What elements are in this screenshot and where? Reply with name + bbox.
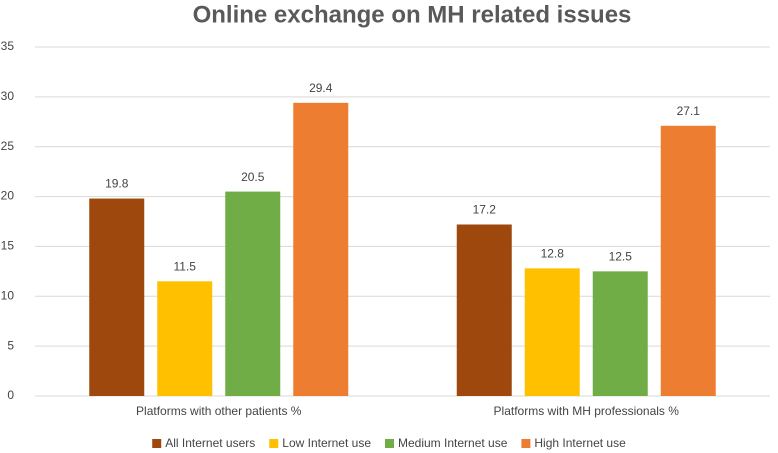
bar (293, 102, 349, 396)
data-label: 29.4 (309, 81, 333, 95)
y-tick-label: 30 (1, 89, 15, 103)
data-label: 12.5 (609, 250, 633, 264)
legend-label: Medium Internet use (398, 436, 508, 450)
data-label: 19.8 (105, 177, 129, 191)
bar (592, 271, 648, 396)
legend-swatch (385, 439, 394, 448)
data-label: 11.5 (174, 260, 197, 274)
y-tick-label: 0 (7, 388, 14, 402)
data-label: 12.8 (541, 247, 565, 261)
data-label: 27.1 (677, 104, 701, 118)
data-label: 17.2 (473, 203, 497, 217)
legend-swatch (152, 439, 162, 448)
legend-label: Low Internet use (282, 436, 371, 450)
bar (456, 224, 512, 396)
legend-swatch (269, 439, 279, 448)
bar (660, 125, 716, 396)
legend-label: All Internet users (165, 436, 255, 450)
x-tick-label: Platforms with other patients % (136, 404, 302, 418)
bar (225, 191, 281, 396)
y-tick-label: 10 (1, 288, 15, 302)
data-label: 20.5 (241, 170, 265, 184)
bar (157, 281, 213, 396)
x-tick-label: Platforms with MH professionals % (494, 404, 680, 418)
bar (89, 198, 145, 396)
legend-label: High Internet use (534, 436, 626, 450)
y-tick-label: 20 (1, 189, 15, 203)
chart-title: Online exchange on MH related issues (193, 1, 632, 28)
y-tick-label: 25 (1, 139, 15, 153)
bar (524, 268, 580, 396)
y-tick-label: 5 (7, 338, 14, 352)
y-tick-label: 15 (1, 239, 15, 253)
legend-swatch (521, 439, 531, 448)
y-tick-label: 35 (1, 39, 15, 53)
